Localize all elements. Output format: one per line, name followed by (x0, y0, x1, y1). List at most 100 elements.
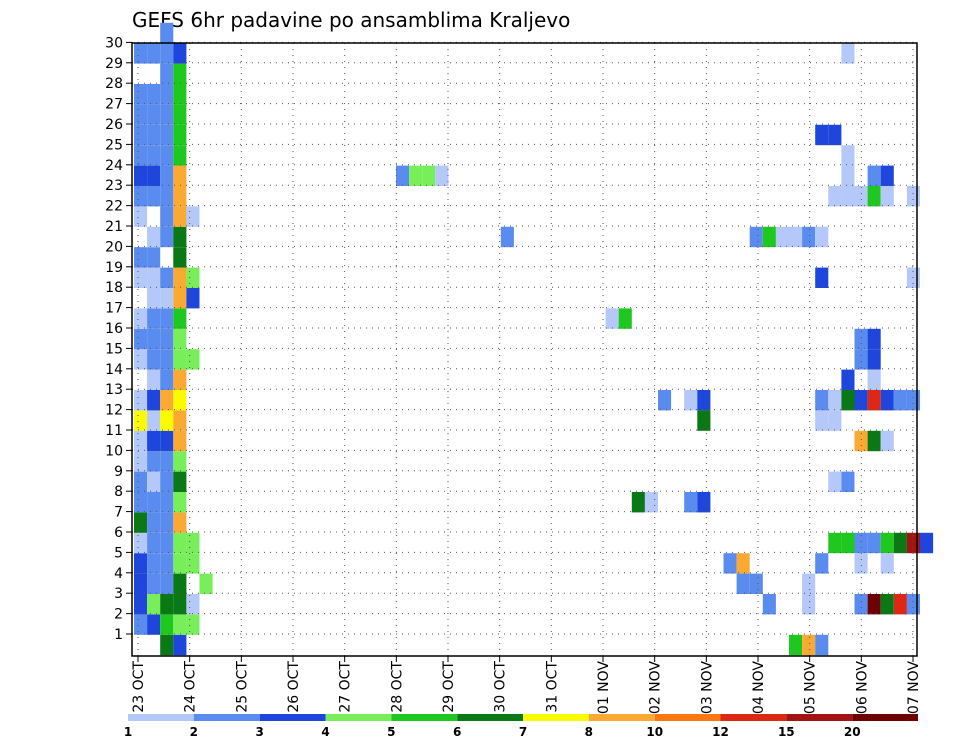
heatmap-cell (160, 634, 174, 656)
heatmap-cell (160, 512, 174, 533)
y-tick-label: 13 (105, 382, 123, 398)
heatmap-cell (802, 634, 816, 656)
heatmap-cell (160, 104, 174, 125)
heatmap-cell (880, 532, 894, 554)
heatmap-cell (147, 451, 161, 472)
x-tick-label: 30 OCT (493, 661, 509, 713)
heatmap-cell (815, 553, 829, 574)
heatmap-cell (134, 84, 148, 105)
heatmap-cell (134, 410, 148, 431)
heatmap-cell (186, 349, 200, 370)
y-tick-label: 20 (105, 239, 123, 255)
heatmap-cell (147, 410, 161, 431)
heatmap-cell (160, 165, 174, 186)
heatmap-cell (802, 226, 816, 248)
heatmap-cell (160, 594, 174, 615)
x-tick-label: 07 NOV (906, 661, 922, 715)
heatmap-cell (173, 410, 187, 431)
heatmap-cell (147, 390, 161, 411)
heatmap-cell (173, 492, 187, 513)
heatmap-cell (173, 614, 187, 635)
y-axis: 1234567891011121314151617181920212223242… (105, 35, 132, 643)
heatmap-cell (160, 492, 174, 513)
heatmap-cell (160, 206, 174, 227)
heatmap-cell (815, 390, 829, 411)
x-tick-label: 02 NOV (648, 661, 664, 715)
y-tick-label: 2 (114, 607, 123, 623)
heatmap-cell (893, 594, 907, 615)
colorbar-label: 5 (387, 725, 395, 739)
heatmap-cell (880, 430, 894, 452)
heatmap-cell (867, 165, 881, 186)
colorbar-label: 7 (519, 725, 527, 739)
colorbar-swatch (588, 714, 655, 721)
heatmap-cell (134, 451, 148, 472)
heatmap-cell (173, 124, 187, 146)
heatmap-cell (160, 573, 174, 594)
heatmap-cell (147, 43, 161, 64)
heatmap-cell (841, 390, 855, 411)
colorbar-swatch (193, 714, 260, 721)
heatmap-cell (867, 430, 881, 452)
heatmap-cell (134, 430, 148, 452)
y-tick-label: 29 (105, 56, 123, 72)
colorbar-swatch (259, 714, 326, 721)
heatmap-cell (697, 492, 711, 513)
y-tick-label: 25 (105, 137, 123, 153)
heatmap-cell (828, 390, 842, 411)
colorbar-label: 12 (712, 725, 729, 739)
x-tick-label: 05 NOV (803, 661, 819, 715)
heatmap-cell (906, 390, 920, 411)
heatmap-cell (173, 63, 187, 84)
colorbar-swatch (128, 714, 194, 721)
colorbar-swatch (786, 714, 853, 721)
heatmap-cell (828, 532, 842, 554)
heatmap-cell (160, 390, 174, 411)
heatmap-cell (173, 369, 187, 390)
heatmap-cell (867, 186, 881, 207)
heatmap-cell (147, 84, 161, 105)
heatmap-cell (173, 267, 187, 288)
heatmap-cell (841, 532, 855, 554)
y-tick-label: 5 (114, 545, 123, 561)
heatmap-cell (906, 186, 920, 207)
heatmap-cell (147, 226, 161, 248)
heatmap-cell (867, 594, 881, 615)
heatmap-cell (789, 226, 803, 248)
heatmap-cell (160, 288, 174, 309)
colorbar-label: 10 (646, 725, 663, 739)
colorbar-swatch (325, 714, 392, 721)
heatmap-cell (147, 532, 161, 554)
heatmap-cell (828, 471, 842, 492)
y-tick-label: 26 (105, 117, 123, 133)
heatmap-cell (422, 165, 436, 186)
heatmap-cell (841, 471, 855, 492)
heatmap-cell (160, 186, 174, 207)
heatmap-cell (631, 492, 645, 513)
heatmap-cell (867, 328, 881, 350)
heatmap-cell (186, 206, 200, 227)
heatmap-cell (749, 226, 763, 248)
heatmap-cell (409, 165, 423, 186)
colorbar-swatch (523, 714, 589, 721)
heatmap-cell (147, 492, 161, 513)
heatmap-cell (199, 573, 213, 594)
colorbar-swatch (720, 714, 787, 721)
chart-title: GEFS 6hr padavine po ansamblima Kraljevo (132, 8, 570, 32)
heatmap-cell (500, 226, 514, 248)
y-tick-label: 22 (105, 199, 123, 215)
heatmap-cell (173, 430, 187, 452)
heatmap-cell (160, 63, 174, 84)
heatmap-cell (815, 124, 829, 146)
heatmap-cell (880, 553, 894, 574)
x-tick-label: 27 OCT (338, 661, 354, 713)
y-tick-label: 8 (114, 484, 123, 500)
heatmap-cell (173, 328, 187, 350)
heatmap-cell (186, 594, 200, 615)
heatmap-cell (160, 267, 174, 288)
heatmap-cell (828, 410, 842, 431)
heatmap-cell (173, 43, 187, 64)
y-tick-label: 27 (105, 97, 123, 113)
heatmap-cell (854, 553, 868, 574)
colorbar-label: 15 (778, 725, 795, 739)
